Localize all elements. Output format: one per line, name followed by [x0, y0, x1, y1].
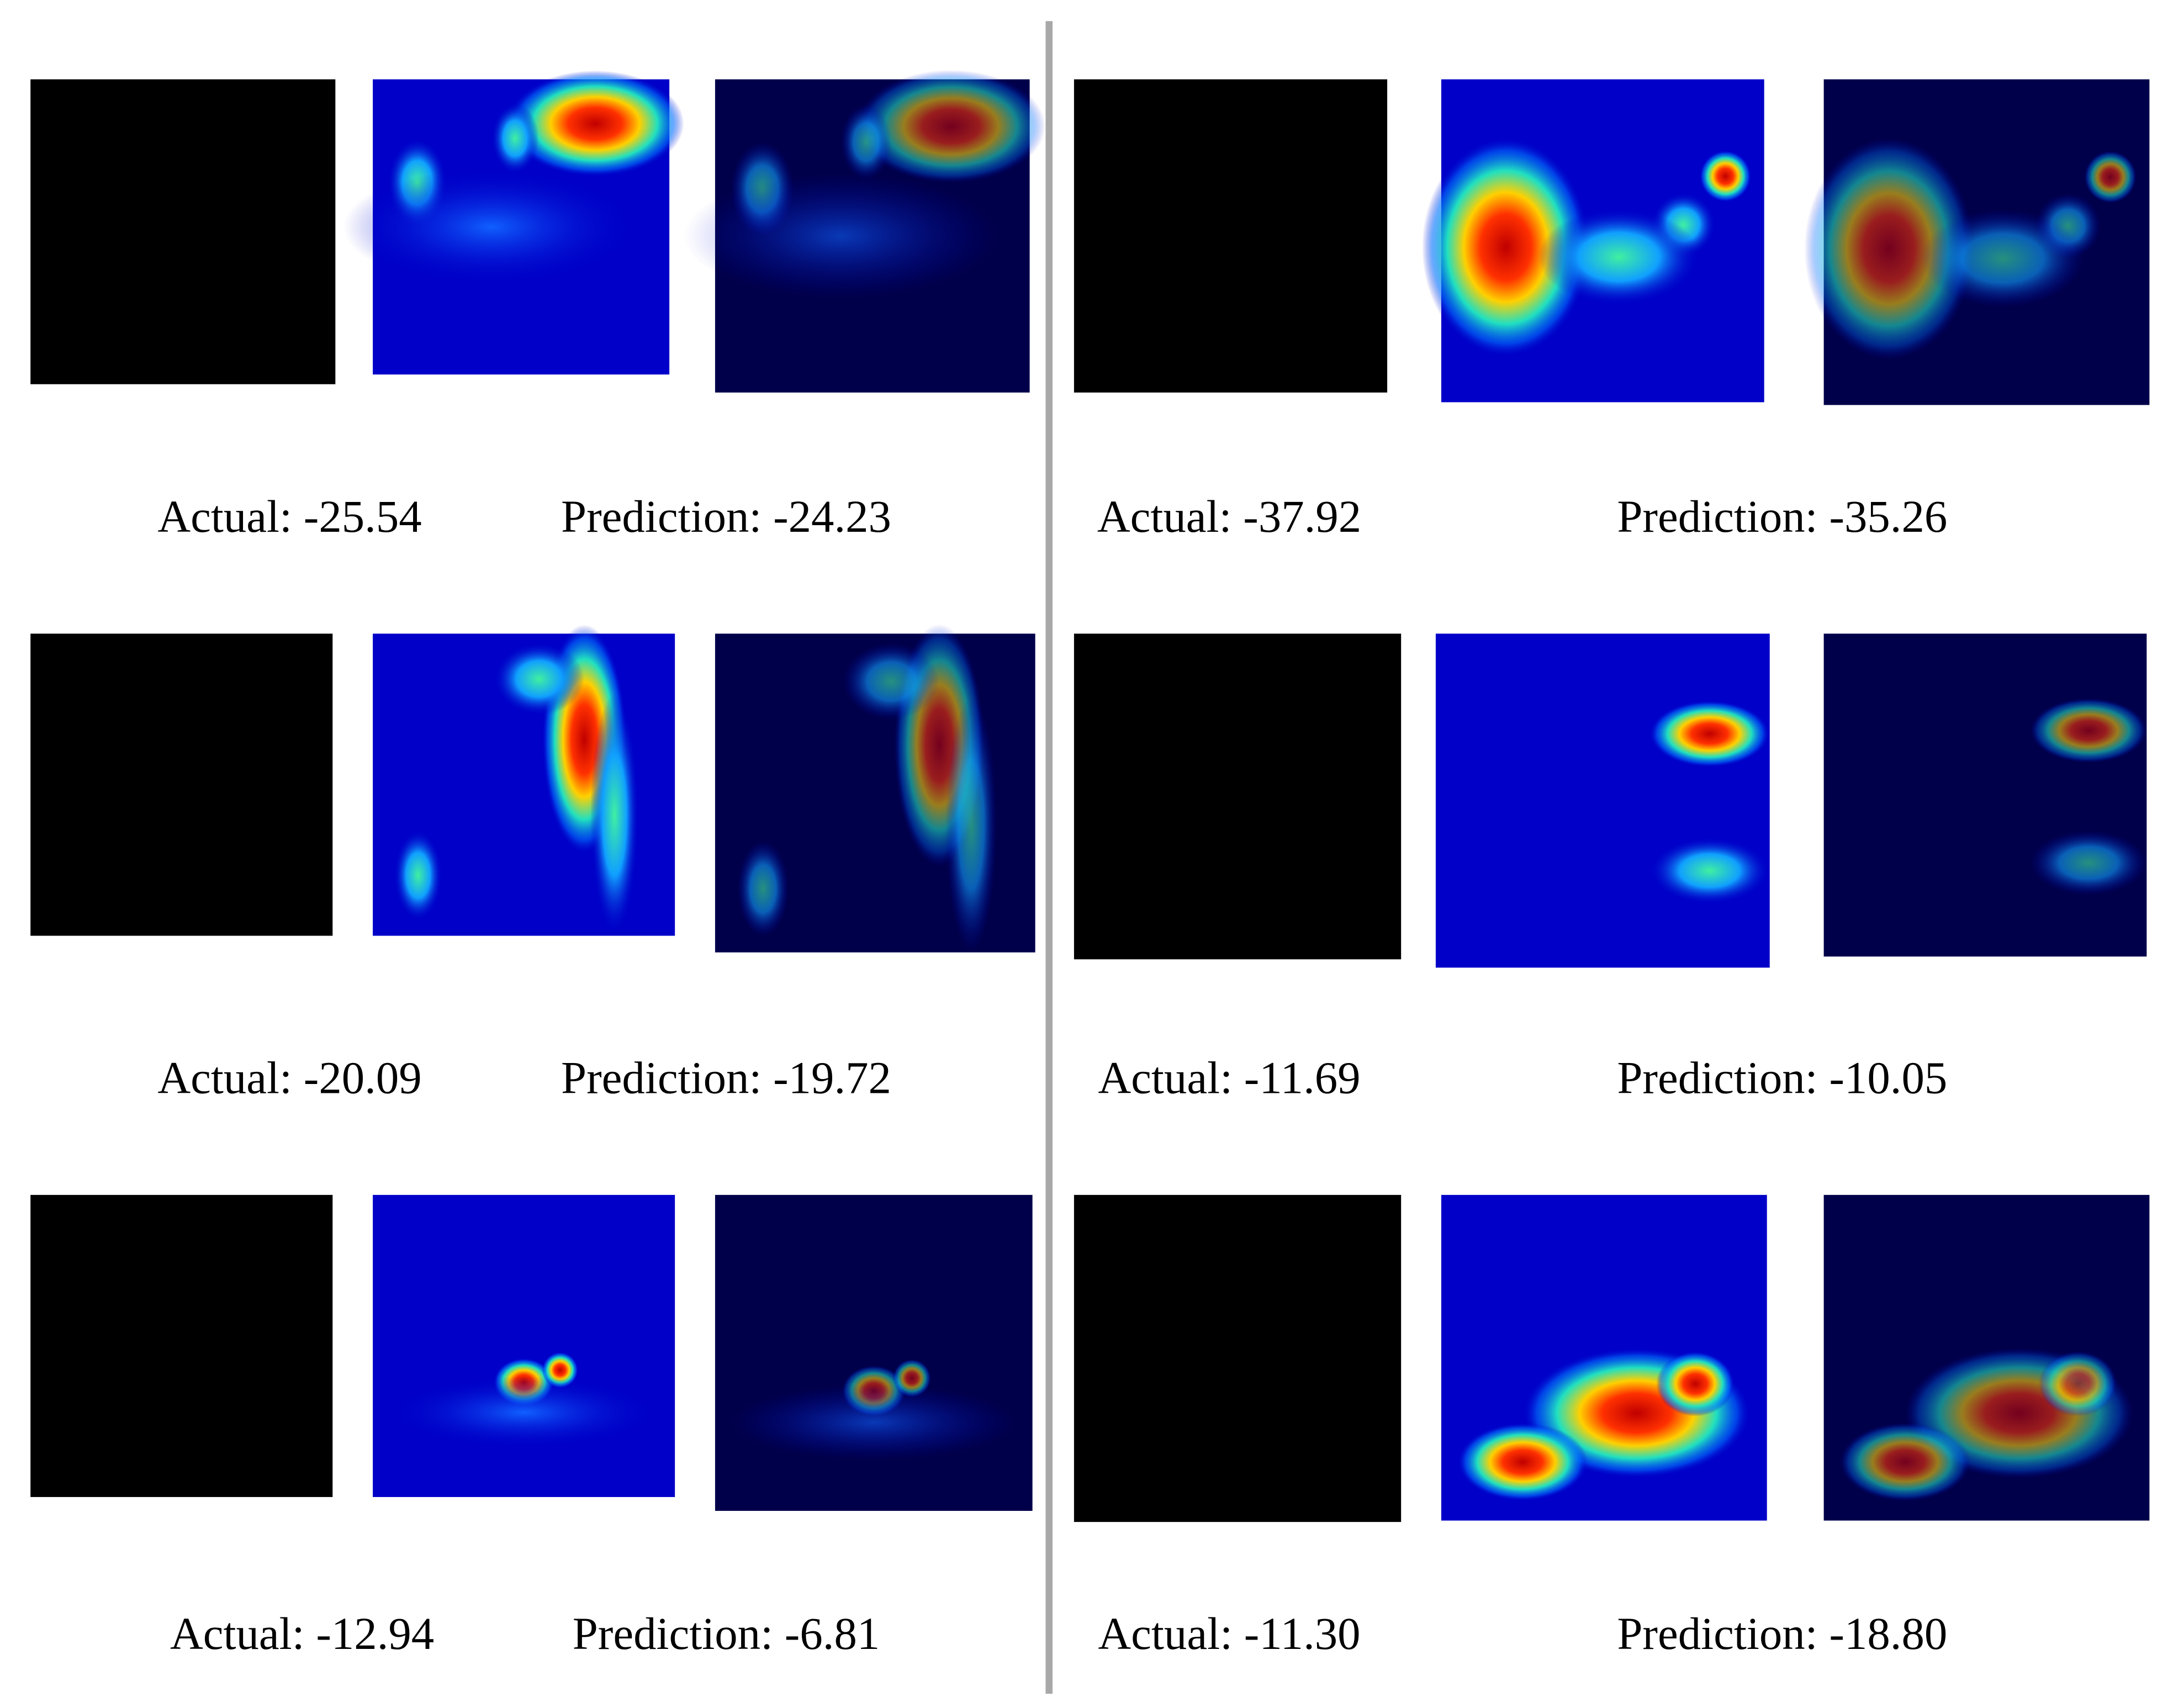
input-image [1074, 1194, 1402, 1522]
overlay-blob [2084, 151, 2137, 203]
prediction-label: Prediction: -35.26 [1617, 491, 1947, 542]
heat-blob [493, 642, 585, 716]
input-image [1074, 79, 1388, 393]
overlay-blob [731, 1384, 1017, 1461]
actual-label: Actual: -11.69 [1098, 1053, 1360, 1103]
overlay-blob [856, 70, 1046, 183]
overlay-blob [2030, 831, 2147, 896]
input-image [1074, 633, 1402, 960]
overlay-blob [945, 697, 997, 953]
heat-blob [1656, 1351, 1735, 1416]
overlay-image [715, 1194, 1033, 1511]
prediction-label: Prediction: -10.05 [1617, 1053, 1947, 1103]
heat-blob [1649, 837, 1770, 905]
overlay-blob [683, 173, 998, 299]
input-image [30, 79, 336, 384]
heat-blob [1538, 208, 1700, 305]
actual-label: Actual: -25.54 [157, 491, 421, 542]
heat-blob [394, 830, 442, 921]
heatmap [1435, 633, 1770, 968]
input-image [30, 1194, 333, 1497]
heat-blob [1649, 700, 1770, 768]
overlay-blob [840, 104, 891, 180]
overlay-blob [1804, 138, 1974, 359]
overlay-blob [2030, 698, 2147, 763]
overlay-blob [2038, 1351, 2117, 1416]
actual-label: Actual: -37.92 [1097, 491, 1361, 542]
heat-blob [590, 694, 639, 936]
overlay-blob [1840, 1423, 1970, 1501]
overlay-image [1823, 633, 2147, 957]
overlay-blob [843, 643, 939, 720]
prediction-label: Prediction: -24.23 [561, 491, 891, 542]
heat-blob [491, 103, 539, 174]
prediction-label: Prediction: -19.72 [561, 1053, 891, 1103]
heat-blob [1421, 137, 1590, 357]
prediction-label: Prediction: -6.81 [573, 1608, 880, 1659]
heat-blob [343, 168, 640, 286]
heat-blob [388, 1376, 660, 1449]
input-image [30, 633, 333, 936]
overlay-blob [737, 840, 789, 937]
actual-label: Actual: -20.09 [157, 1053, 421, 1103]
heat-blob [1699, 150, 1752, 202]
heat-blob [1457, 1423, 1588, 1501]
heatmap [373, 1194, 675, 1497]
prediction-label: Prediction: -18.80 [1617, 1608, 1947, 1659]
heat-blob [506, 70, 684, 177]
overlay-blob [1921, 209, 2085, 308]
actual-label: Actual: -12.94 [170, 1608, 434, 1659]
actual-label: Actual: -11.30 [1098, 1608, 1360, 1659]
